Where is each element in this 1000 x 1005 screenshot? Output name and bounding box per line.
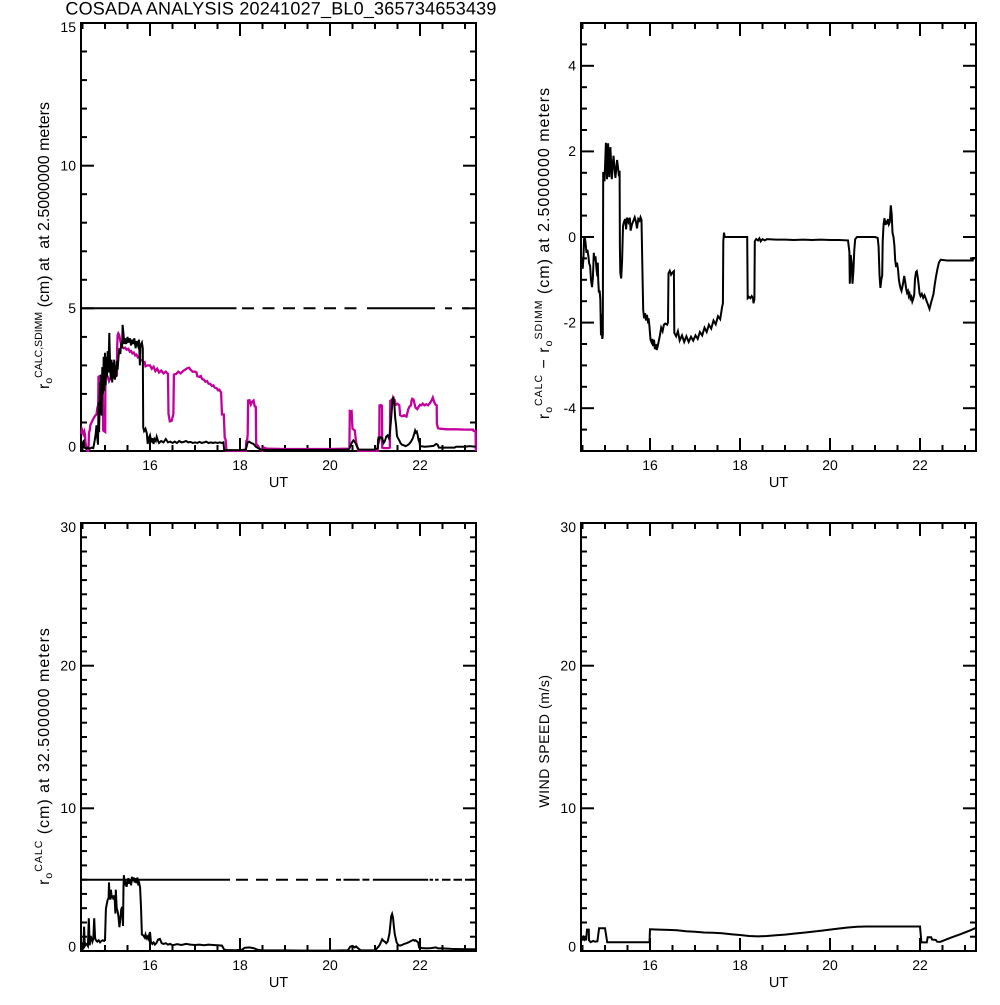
svg-text:roCALC − roSDIMM (cm) at 2.500: roCALC − roSDIMM (cm) at 2.5000000 meter… (533, 87, 555, 419)
svg-text:COSADA ANALYSIS 20241027_BL0_3: COSADA ANALYSIS 20241027_BL0_36573465343… (65, 0, 496, 19)
svg-text:0: 0 (68, 939, 76, 955)
svg-text:5: 5 (68, 300, 76, 316)
svg-text:2: 2 (568, 143, 576, 159)
svg-text:16: 16 (642, 957, 658, 973)
svg-text:-2: -2 (564, 314, 577, 330)
svg-text:22: 22 (412, 457, 428, 473)
svg-text:30: 30 (60, 519, 76, 535)
svg-text:4: 4 (568, 58, 576, 74)
svg-text:22: 22 (412, 957, 428, 973)
svg-text:UT: UT (269, 475, 288, 491)
svg-text:18: 18 (232, 457, 248, 473)
svg-text:10: 10 (560, 800, 576, 816)
svg-text:16: 16 (142, 457, 158, 473)
svg-text:22: 22 (912, 957, 928, 973)
svg-text:16: 16 (142, 957, 158, 973)
svg-text:18: 18 (732, 957, 748, 973)
svg-text:10: 10 (60, 800, 76, 816)
svg-text:UT: UT (769, 475, 788, 491)
svg-text:18: 18 (232, 957, 248, 973)
svg-text:20: 20 (822, 957, 838, 973)
svg-text:15: 15 (60, 19, 76, 35)
svg-text:0: 0 (568, 939, 576, 955)
svg-text:UT: UT (269, 975, 288, 991)
svg-text:20: 20 (822, 457, 838, 473)
svg-text:20: 20 (322, 957, 338, 973)
svg-text:-4: -4 (564, 400, 577, 416)
svg-text:UT: UT (769, 975, 788, 991)
svg-text:20: 20 (560, 657, 576, 673)
svg-text:18: 18 (732, 457, 748, 473)
svg-text:WIND SPEED (m/s): WIND SPEED (m/s) (536, 674, 552, 807)
svg-text:20: 20 (322, 457, 338, 473)
svg-text:22: 22 (912, 457, 928, 473)
svg-text:0: 0 (68, 439, 76, 455)
svg-text:30: 30 (560, 519, 576, 535)
svg-text:16: 16 (642, 457, 658, 473)
svg-text:0: 0 (568, 229, 576, 245)
svg-text:roCALC (cm) at 32.500000 meter: roCALC (cm) at 32.500000 meters (33, 627, 55, 885)
svg-text:10: 10 (60, 157, 76, 173)
svg-text:20: 20 (60, 657, 76, 673)
